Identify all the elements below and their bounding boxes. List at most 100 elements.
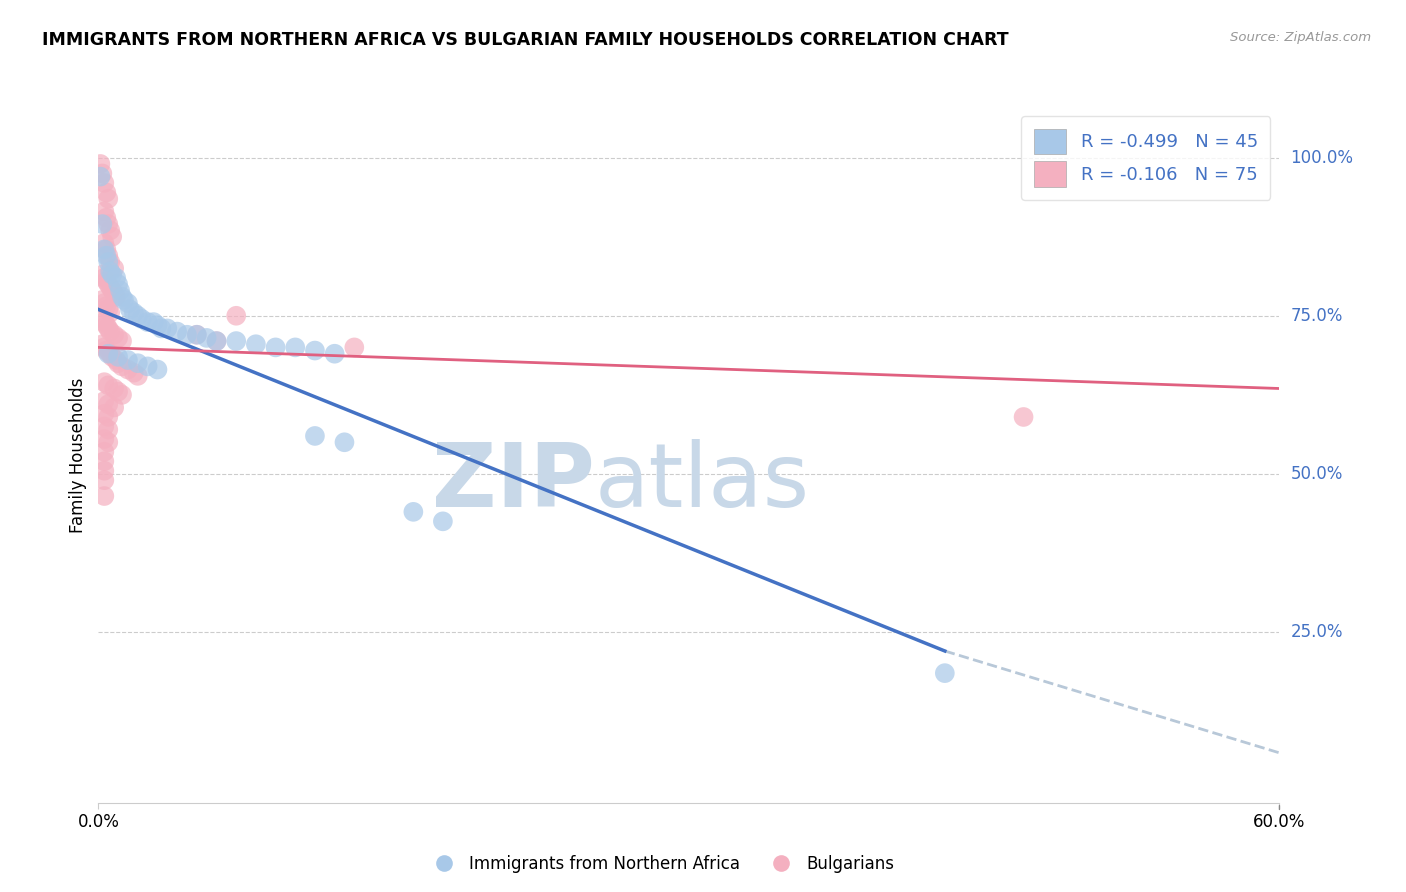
Point [93, 432, 115, 446]
Legend: R = -0.499   N = 45, R = -0.106   N = 75: R = -0.499 N = 45, R = -0.106 N = 75 [1021, 116, 1271, 200]
Text: 25.0%: 25.0% [1291, 623, 1343, 641]
Point [93, 176, 115, 190]
Point [105, 270, 128, 285]
Point [136, 359, 159, 374]
Point [93, 296, 115, 310]
Point [97, 435, 120, 450]
Point [122, 305, 145, 319]
Point [98, 255, 121, 269]
Point [107, 356, 129, 370]
Point [304, 343, 326, 358]
Point [245, 337, 267, 351]
Point [97, 321, 120, 335]
Point [146, 318, 169, 333]
Text: ZIP: ZIP [432, 439, 595, 526]
Point [91, 217, 114, 231]
Point [142, 315, 165, 329]
Point [96, 186, 118, 200]
Point [96, 318, 118, 333]
Point [93, 419, 115, 434]
Text: 50.0%: 50.0% [1291, 465, 1343, 483]
Point [93, 473, 115, 487]
Point [112, 293, 135, 307]
Point [1012, 409, 1035, 424]
Point [97, 255, 120, 269]
Text: IMMIGRANTS FROM NORTHERN AFRICA VS BULGARIAN FAMILY HOUSEHOLDS CORRELATION CHART: IMMIGRANTS FROM NORTHERN AFRICA VS BULGA… [42, 31, 1010, 49]
Point [122, 366, 145, 380]
Point [97, 423, 120, 437]
Point [93, 204, 115, 219]
Point [89, 157, 111, 171]
Point [107, 277, 129, 292]
Point [103, 401, 125, 415]
Point [96, 243, 118, 257]
Y-axis label: Family Households: Family Households [69, 377, 87, 533]
Point [93, 454, 115, 468]
Point [333, 435, 356, 450]
Point [136, 315, 159, 329]
Point [127, 356, 149, 370]
Text: 100.0%: 100.0% [1291, 149, 1354, 167]
Point [97, 397, 120, 411]
Point [103, 382, 125, 396]
Point [97, 277, 120, 292]
Point [205, 334, 228, 348]
Point [93, 444, 115, 458]
Point [98, 280, 121, 294]
Point [96, 343, 118, 358]
Point [127, 309, 149, 323]
Point [111, 334, 134, 348]
Point [98, 264, 121, 278]
Point [105, 290, 128, 304]
Point [205, 334, 228, 348]
Point [225, 309, 247, 323]
Point [402, 505, 425, 519]
Point [93, 340, 115, 354]
Point [156, 321, 179, 335]
Legend: Immigrants from Northern Africa, Bulgarians: Immigrants from Northern Africa, Bulgari… [420, 848, 901, 880]
Point [97, 217, 120, 231]
Point [225, 334, 247, 348]
Point [176, 327, 198, 342]
Point [93, 315, 115, 329]
Point [103, 261, 125, 276]
Point [127, 368, 149, 383]
Point [93, 375, 115, 389]
Point [323, 347, 346, 361]
Point [93, 235, 115, 250]
Point [117, 296, 139, 310]
Point [186, 327, 208, 342]
Point [146, 362, 169, 376]
Point [89, 169, 111, 184]
Point [107, 350, 129, 364]
Point [107, 384, 129, 399]
Point [111, 359, 134, 374]
Point [93, 243, 115, 257]
Point [150, 321, 173, 335]
Point [97, 192, 120, 206]
Point [98, 305, 121, 319]
Point [195, 331, 218, 345]
Point [97, 302, 120, 317]
Point [304, 429, 326, 443]
Point [934, 666, 956, 681]
Point [96, 299, 118, 313]
Point [432, 514, 454, 528]
Point [186, 327, 208, 342]
Point [101, 350, 124, 364]
Point [97, 378, 120, 392]
Point [101, 268, 124, 282]
Point [101, 284, 124, 298]
Point [91, 268, 114, 282]
Point [98, 325, 121, 339]
Point [97, 347, 120, 361]
Point [117, 362, 139, 376]
Point [118, 302, 141, 317]
Text: atlas: atlas [595, 439, 810, 526]
Point [91, 312, 114, 326]
Point [264, 340, 287, 354]
Point [97, 409, 120, 424]
Point [105, 353, 128, 368]
Point [91, 337, 114, 351]
Point [96, 274, 118, 288]
